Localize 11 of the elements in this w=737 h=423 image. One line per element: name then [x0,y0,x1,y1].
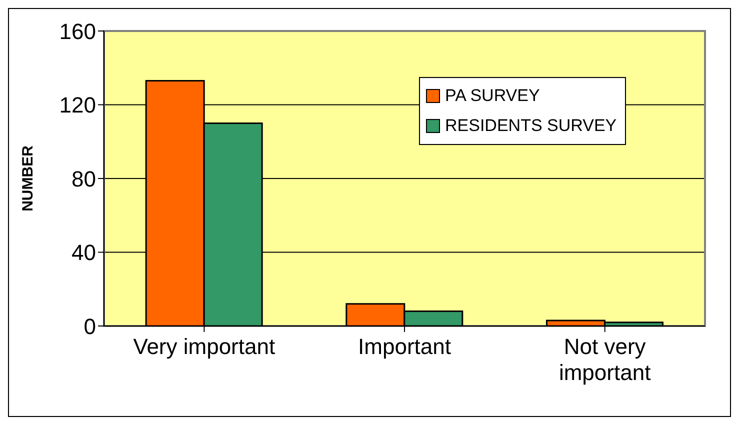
x-tick-label: Important [358,334,451,359]
legend-label: RESIDENTS SURVEY [445,115,617,137]
y-tick-label: 0 [84,314,96,339]
y-tick-label: 80 [72,166,96,192]
x-tick-label: Not very important [558,334,651,385]
y-tick-label: 120 [59,92,96,118]
y-axis-title: NUMBER [19,145,36,212]
y-tick-label: 160 [59,18,96,44]
legend-label: PA SURVEY [445,85,540,107]
x-tick-label: Very important [133,334,276,359]
y-tick-label: 40 [72,240,96,266]
